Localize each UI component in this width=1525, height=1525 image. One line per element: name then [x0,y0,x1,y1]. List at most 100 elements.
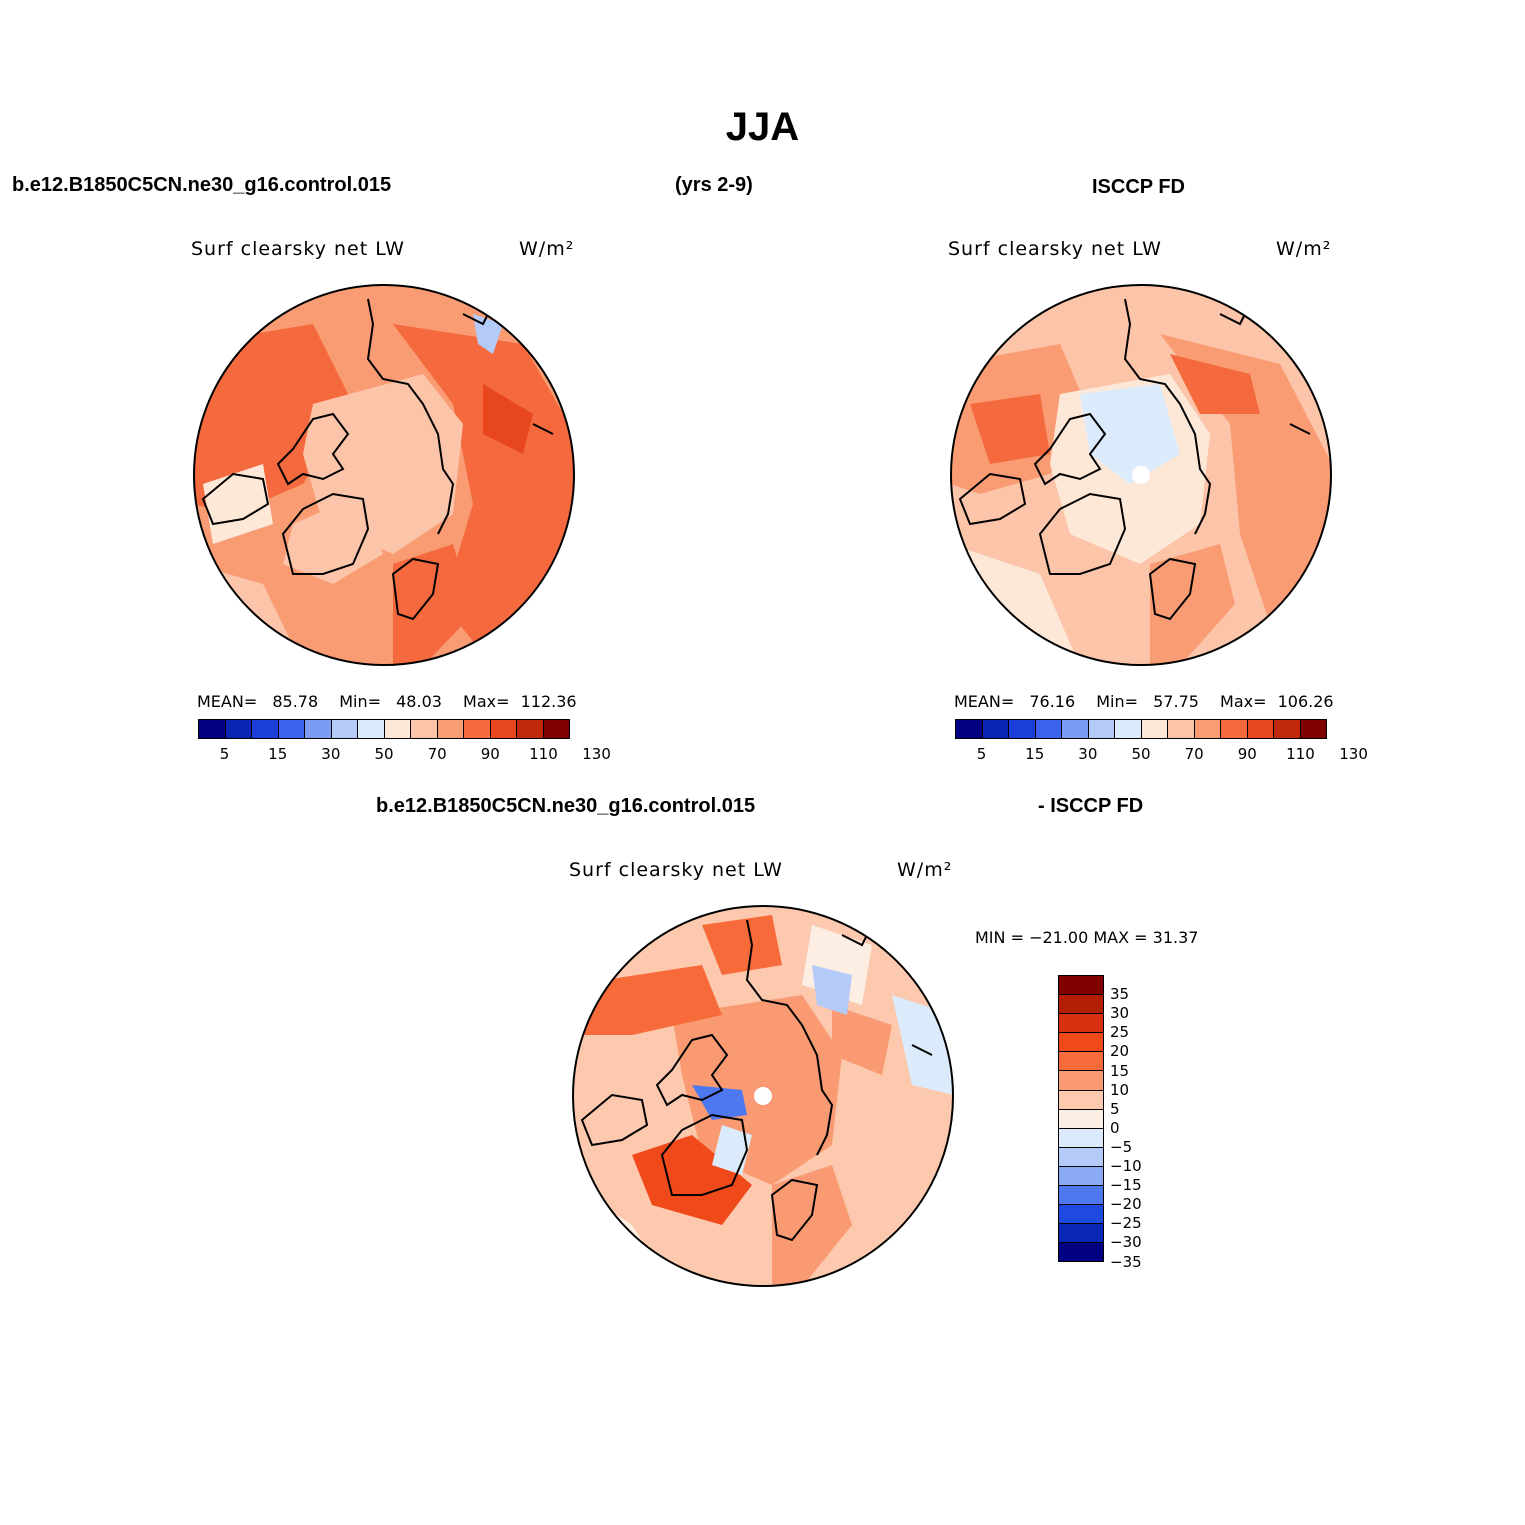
obs-mean-value: 76.16 [1029,692,1076,711]
colorbar-swatch [1059,1033,1103,1053]
colorbar-tick-label: 30 [1078,745,1098,763]
model-min-label: Min= [339,692,382,711]
colorbar-swatch [1221,720,1248,738]
colorbar-swatch [1059,1071,1103,1091]
colorbar-swatch [358,720,385,738]
colorbar-swatch [1059,1166,1103,1187]
colorbar-tick-label: 25 [1110,1023,1130,1042]
obs-min-label: Min= [1096,692,1139,711]
model-colorbar-ticks: 5 15 30 50 70 90 110 130 [198,745,611,765]
colorbar-swatch [1274,720,1301,738]
colorbar-tick-label: 50 [1131,745,1151,763]
colorbar-swatch [331,720,358,738]
colorbar-tick-label: 130 [1339,745,1368,763]
colorbar-tick-label: 130 [582,745,611,763]
colorbar-swatch [1088,720,1115,738]
colorbar-swatch [1059,1128,1103,1148]
colorbar-swatch [305,720,332,738]
colorbar-tick-label: 5 [976,745,987,763]
colorbar-swatch [543,720,569,738]
colorbar-tick-label: −10 [1110,1157,1142,1175]
colorbar-tick-label: 110 [529,745,558,763]
diff-colorbar [1058,975,1104,1263]
colorbar-swatch [1300,720,1326,738]
colorbar-swatch [1059,1090,1103,1110]
colorbar-tick-label: 0 [1110,1118,1120,1137]
colorbar-tick-label: −30 [1110,1233,1142,1252]
colorbar-tick-label: 30 [1110,1004,1130,1023]
colorbar-swatch [384,720,411,738]
colorbar-swatch [1059,1109,1103,1129]
colorbar-tick-label: 5 [219,745,230,763]
obs-stats: MEAN= 76.16 Min= 57.75 Max= 106.26 [954,692,1334,711]
colorbar-swatch [225,720,252,738]
obs-min-value: 57.75 [1153,692,1199,711]
obs-polar-map [950,284,1332,666]
colorbar-swatch [1059,976,1103,996]
colorbar-swatch [252,720,279,738]
colorbar-tick-label: 5 [1110,1099,1120,1118]
model-max-label: Max= [463,692,510,711]
model-variable-title: Surf clearsky net LW [191,238,405,260]
colorbar-tick-label: 50 [374,745,394,763]
colorbar-swatch [1141,720,1168,738]
obs-variable-title: Surf clearsky net LW [948,238,1162,260]
diff-case-name: b.e12.B1850C5CN.ne30_g16.control.015 [376,795,756,817]
colorbar-tick-label: 90 [1237,745,1257,763]
colorbar-swatch [1059,1224,1103,1244]
figure-title: JJA [725,105,800,149]
colorbar-swatch [1035,720,1062,738]
colorbar-tick-label: −35 [1110,1252,1142,1271]
model-colorbar [198,719,570,739]
colorbar-swatch [1009,720,1036,738]
model-units: W/m² [519,238,575,260]
colorbar-tick-label: 70 [427,745,447,763]
colorbar-swatch [1194,720,1221,738]
obs-max-value: 106.26 [1277,692,1334,711]
colorbar-tick-label: 70 [1184,745,1204,763]
colorbar-swatch [517,720,544,738]
case-name-left: b.e12.B1850C5CN.ne30_g16.control.015 [12,174,392,196]
colorbar-tick-label: 30 [321,745,341,763]
colorbar-swatch [982,720,1009,738]
colorbar-swatch [1059,1186,1103,1206]
model-min-value: 48.03 [396,692,442,711]
diff-polar-map [572,905,954,1287]
colorbar-swatch [1059,1205,1103,1225]
colorbar-tick-label: 20 [1110,1042,1130,1061]
obs-colorbar [955,719,1327,739]
colorbar-swatch [1059,1052,1103,1072]
colorbar-swatch [1168,720,1195,738]
colorbar-tick-label: −20 [1110,1195,1142,1214]
colorbar-tick-label: 15 [1025,745,1045,763]
colorbar-swatch [1059,995,1103,1015]
model-polar-map [193,284,575,666]
colorbar-swatch [1059,1243,1103,1262]
diff-minmax: MIN = −21.00 MAX = 31.37 [975,928,1199,947]
model-stats: MEAN= 85.78 Min= 48.03 Max= 112.36 [197,692,577,711]
diff-units: W/m² [897,859,953,881]
colorbar-swatch [464,720,491,738]
obs-name: ISCCP FD [1092,176,1185,198]
colorbar-tick-label: 35 [1110,985,1130,1004]
colorbar-swatch [411,720,438,738]
colorbar-swatch [1059,1014,1103,1034]
years-label: (yrs 2-9) [675,174,753,196]
colorbar-tick-label: −25 [1110,1214,1142,1233]
diff-obs-name: - ISCCP FD [1038,795,1144,817]
colorbar-swatch [278,720,305,738]
colorbar-tick-label: 15 [268,745,288,763]
colorbar-tick-label: −5 [1110,1137,1133,1156]
colorbar-swatch [956,720,983,738]
colorbar-tick-label: 10 [1110,1080,1130,1099]
colorbar-swatch [1115,720,1142,738]
obs-units: W/m² [1276,238,1332,260]
colorbar-tick-label: 15 [1110,1061,1130,1080]
colorbar-swatch [437,720,464,738]
model-mean-value: 85.78 [272,692,319,711]
model-max-value: 112.36 [520,692,577,711]
obs-mean-label: MEAN= [954,692,1015,711]
colorbar-swatch [1062,720,1089,738]
colorbar-swatch [1247,720,1274,738]
obs-max-label: Max= [1220,692,1267,711]
